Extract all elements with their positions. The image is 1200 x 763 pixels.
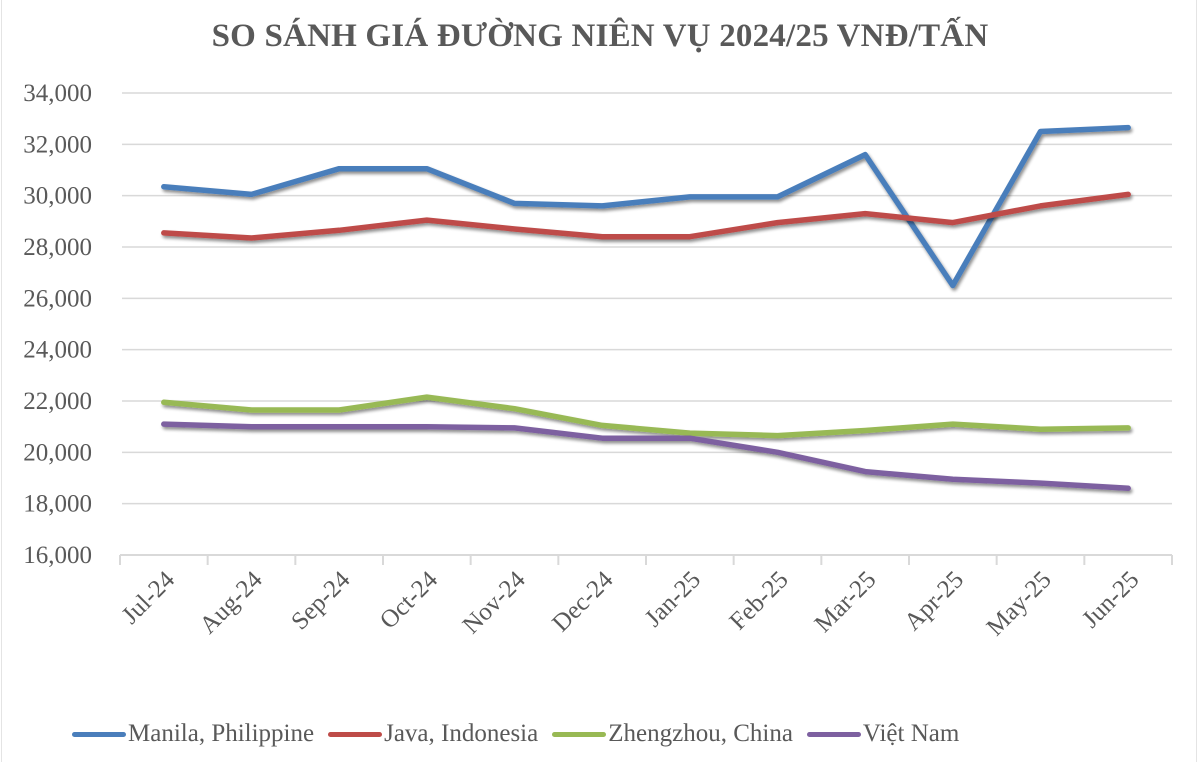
x-tick-label: Nov-24 bbox=[458, 566, 531, 639]
y-tick-label: 20,000 bbox=[23, 439, 92, 466]
y-tick-label: 26,000 bbox=[23, 285, 92, 312]
y-tick-label: 34,000 bbox=[23, 80, 92, 107]
x-tick-label: Jul-24 bbox=[117, 566, 181, 630]
legend-line-icon bbox=[552, 731, 607, 737]
x-tick-label: Jan-25 bbox=[640, 566, 706, 632]
legend-label: Việt Nam bbox=[862, 720, 960, 747]
x-tick-label: Aug-24 bbox=[195, 566, 268, 639]
x-tick-label: Mar-25 bbox=[810, 566, 882, 638]
y-tick-label: 22,000 bbox=[23, 388, 92, 415]
y-tick-label: 28,000 bbox=[23, 234, 92, 261]
data-series bbox=[161, 124, 1131, 492]
series-line[interactable] bbox=[161, 421, 1131, 492]
legend-line-icon bbox=[806, 731, 861, 737]
series-line[interactable] bbox=[161, 124, 1131, 289]
y-tick-label: 24,000 bbox=[23, 337, 92, 364]
y-tick-label: 18,000 bbox=[23, 491, 92, 518]
legend-label: Java, Indonesia bbox=[384, 720, 539, 747]
legend-label: Manila, Philippine bbox=[128, 720, 315, 747]
x-tick-label: Apr-25 bbox=[899, 566, 969, 636]
legend-item-manila[interactable]: Manila, Philippine bbox=[72, 720, 314, 748]
x-tick-label: May-25 bbox=[982, 566, 1057, 641]
x-tick-label: Feb-25 bbox=[725, 566, 794, 635]
legend-line-icon bbox=[72, 731, 126, 737]
chart-title: SO SÁNH GIÁ ĐƯỜNG NIÊN VỤ 2024/25 VNĐ/TẤ… bbox=[211, 18, 989, 54]
x-axis: Jul-24 Aug-24 Sep-24 Oct-24 Nov-24 Dec-24 Jan-… bbox=[117, 554, 1173, 641]
legend-item-vietnam[interactable]: Việt Nam bbox=[806, 720, 960, 748]
y-axis: 16,000 18,000 20,000 22,000 24,000 26,000 28,0… bbox=[23, 80, 92, 569]
chart-legend: Manila, Philippine Java, Indonesia Zheng… bbox=[72, 717, 973, 751]
series-line[interactable] bbox=[161, 394, 1131, 439]
x-tick-label: Sep-24 bbox=[286, 566, 356, 636]
x-tick-label: Dec-24 bbox=[547, 566, 618, 637]
y-tick-label: 30,000 bbox=[23, 183, 92, 210]
legend-item-java[interactable]: Java, Indonesia bbox=[328, 720, 538, 748]
legend-label: Zhengzhou, China bbox=[608, 720, 793, 747]
x-tick-label: Oct-24 bbox=[375, 566, 444, 635]
series-line[interactable] bbox=[161, 191, 1131, 241]
y-tick-label: 32,000 bbox=[23, 131, 92, 158]
x-tick-label: Jun-25 bbox=[1077, 566, 1144, 633]
gridlines bbox=[122, 92, 1172, 505]
legend-item-zhengzhou[interactable]: Zhengzhou, China bbox=[552, 720, 793, 748]
legend-line-icon bbox=[328, 731, 383, 737]
y-tick-label: 16,000 bbox=[23, 542, 92, 569]
